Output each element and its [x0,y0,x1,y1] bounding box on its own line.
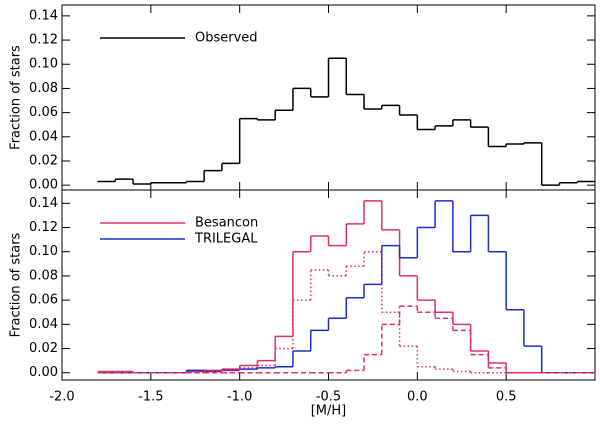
x-tick-label: -1.0 [227,390,252,405]
x-tick-label: -1.5 [138,390,163,405]
x-tick-label: 0.5 [496,390,517,405]
y-axis-label: Fraction of stars [9,232,24,337]
plot-frame [61,189,596,381]
x-axis-label: [M/H] [311,404,347,419]
y-tick-label: 0.10 [29,57,58,72]
y-tick-label: 0.14 [29,196,58,211]
y-tick-label: 0.14 [29,8,58,23]
legend-label: TRILEGAL [194,232,258,247]
y-tick-label: 0.02 [29,341,58,356]
x-tick-label: -0.5 [316,390,341,405]
y-tick-label: 0.00 [29,178,58,193]
y-tick-label: 0.06 [29,293,58,308]
y-tick-label: 0.10 [29,244,58,259]
y-tick-label: 0.06 [29,105,58,120]
x-tick-label: -2.0 [49,390,74,405]
y-tick-label: 0.08 [29,268,58,283]
y-tick-label: 0.04 [29,317,58,332]
y-tick-label: 0.02 [29,153,58,168]
y-tick-label: 0.04 [29,129,58,144]
y-tick-label: 0.08 [29,81,58,96]
legend-label: Observed [195,31,258,46]
y-tick-label: 0.12 [29,33,58,48]
y-axis-label: Fraction of stars [9,45,24,150]
x-tick-label: 0.0 [407,390,428,405]
legend-label: Besancon [195,216,258,231]
y-tick-label: 0.12 [29,220,58,235]
y-tick-label: 0.00 [29,365,58,380]
